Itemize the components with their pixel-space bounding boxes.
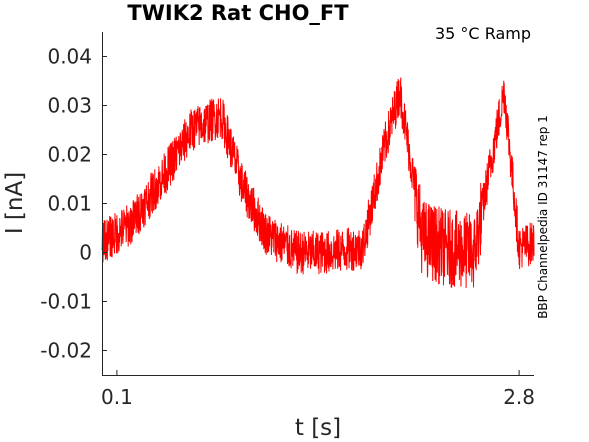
y-ticks: -0.02 -0.01 0 0.01 0.02 0.03 0.04 [40,45,107,363]
y-tick-label: -0.01 [40,290,92,314]
y-tick-label: 0.03 [47,94,92,118]
chart-title: TWIK2 Rat CHO_FT [127,1,349,25]
condition-label: 35 °C Ramp [435,24,531,43]
x-tick-label: 2.8 [503,385,535,409]
y-tick-label: -0.02 [40,339,92,363]
y-tick-label: 0.04 [47,45,92,69]
y-axis-label: I [nA] [2,172,28,234]
y-tick-label: 0.02 [47,143,92,167]
current-trace-line [101,77,535,289]
x-tick-label: 0.1 [101,385,133,409]
plot-area [101,77,535,289]
y-tick-label: 0 [79,241,92,265]
y-tick-label: 0.01 [47,192,92,216]
x-ticks: 0.1 2.8 [101,370,535,409]
source-label: BBP Channelpedia ID 31147 rep 1 [536,115,550,319]
x-axis-label: t [s] [295,415,341,441]
